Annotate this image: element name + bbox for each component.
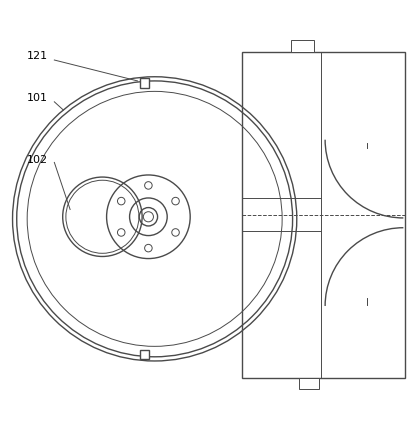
Text: 101: 101 xyxy=(27,93,48,103)
Bar xyxy=(299,378,319,389)
Bar xyxy=(291,40,314,52)
Bar xyxy=(140,350,149,359)
Bar xyxy=(242,52,405,378)
Text: 102: 102 xyxy=(27,155,48,165)
Text: 121: 121 xyxy=(27,51,48,61)
Bar xyxy=(140,78,149,88)
